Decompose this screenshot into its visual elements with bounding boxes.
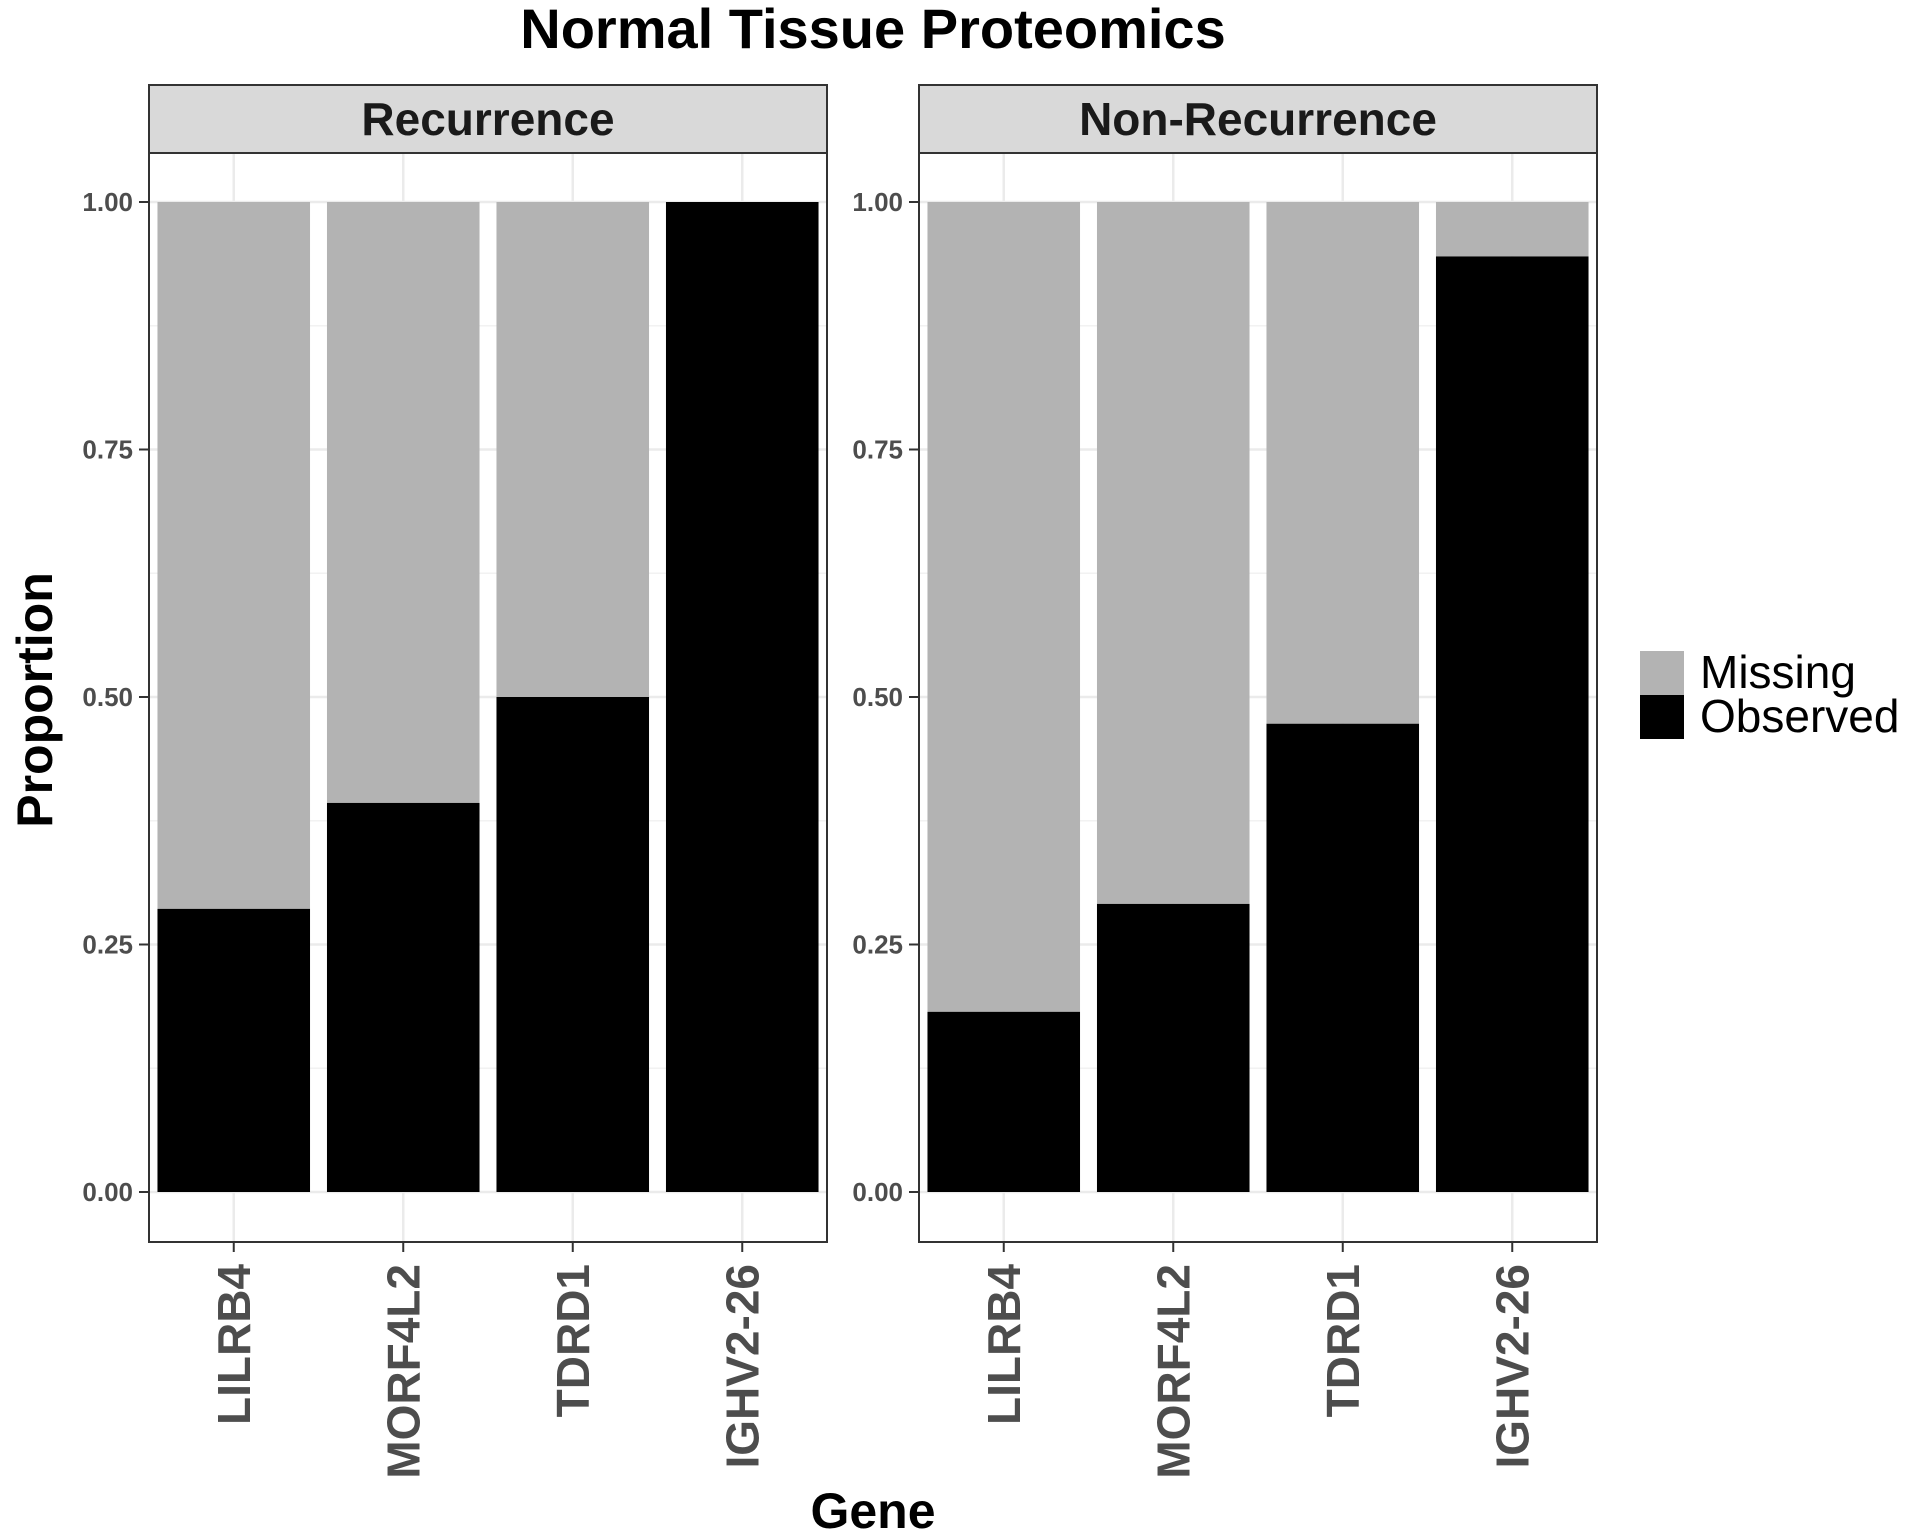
bar-observed-tdrd1: [496, 697, 650, 1192]
chart-title: Normal Tissue Proteomics: [520, 0, 1225, 60]
facet-label: Recurrence: [361, 93, 614, 145]
bar-observed-ighv2-26: [665, 202, 819, 1192]
bar-missing-morf4l2: [326, 202, 480, 803]
y-tick-label: 0.75: [82, 435, 133, 465]
panels: Recurrence 0.00 0.25 0.50 0.75 1.00 LILRB4 MORF…: [82, 84, 1598, 1479]
legend-key-observed: [1640, 695, 1684, 739]
x-tick-label: MORF4L2: [1147, 1264, 1199, 1479]
bar-missing-tdrd1: [496, 202, 650, 697]
x-tick-label: LILRB4: [978, 1264, 1030, 1425]
x-tick-label: MORF4L2: [377, 1264, 429, 1479]
bar-observed-lilrb4: [157, 908, 311, 1192]
bar-missing-ighv2-26: [1435, 202, 1589, 257]
y-tick-label: 1.00: [852, 187, 903, 217]
bar-observed-ighv2-26: [1435, 256, 1589, 1192]
y-tick-label: 1.00: [82, 187, 133, 217]
bar-observed-morf4l2: [1096, 903, 1250, 1192]
bar-observed-morf4l2: [326, 802, 480, 1192]
y-tick-label: 0.00: [852, 1177, 903, 1207]
bar-missing-morf4l2: [1096, 202, 1250, 904]
y-tick-label: 0.50: [852, 682, 903, 712]
panel-non-recurrence: Non-Recurrence 0.00 0.25 0.50 0.75 1.00 LILRB4…: [852, 84, 1598, 1479]
x-tick-label: TDRD1: [1317, 1264, 1369, 1417]
bar-observed-lilrb4: [927, 1011, 1081, 1192]
y-tick-label: 0.00: [82, 1177, 133, 1207]
x-tick-label: IGHV2-26: [716, 1264, 768, 1469]
y-tick-label: 0.25: [852, 930, 903, 960]
x-tick-label: IGHV2-26: [1486, 1264, 1538, 1469]
facet-strip: [148, 84, 828, 154]
legend-label-observed: Observed: [1700, 690, 1899, 742]
bar-missing-lilrb4: [927, 202, 1081, 1012]
facet-label: Non-Recurrence: [1079, 93, 1437, 145]
bar-missing-tdrd1: [1266, 202, 1420, 724]
y-tick-label: 0.75: [852, 435, 903, 465]
y-axis-title: Proportion: [7, 572, 63, 828]
x-tick-label: LILRB4: [208, 1264, 260, 1425]
bar-missing-lilrb4: [157, 202, 311, 909]
x-tick-label: TDRD1: [547, 1264, 599, 1417]
x-axis-title: Gene: [810, 1483, 935, 1536]
facet-strip: [918, 84, 1598, 154]
panel-recurrence: Recurrence 0.00 0.25 0.50 0.75 1.00 LILRB4 MORF…: [82, 84, 828, 1479]
legend-label-missing: Missing: [1700, 646, 1856, 698]
bar-observed-tdrd1: [1266, 723, 1420, 1192]
y-tick-label: 0.25: [82, 930, 133, 960]
legend-key-missing: [1640, 651, 1684, 695]
y-tick-label: 0.50: [82, 682, 133, 712]
